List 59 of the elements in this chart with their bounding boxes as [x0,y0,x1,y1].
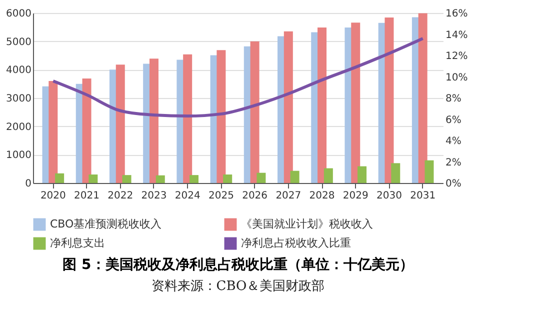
y-tick-label: 4000 [6,65,32,76]
bar [149,58,158,183]
legend-label: CBO基准预测税收收入 [50,218,162,231]
bar [216,50,226,183]
y-tick-label: 2000 [6,122,32,133]
bar [48,81,58,183]
bar [391,163,400,183]
y-tick-label: 3000 [6,94,32,104]
y-tick-label: 5000 [6,36,32,48]
x-tick-label: 2024 [174,190,200,202]
bar [183,54,192,183]
y2-tick-label: 16% [446,8,468,20]
y2-tick-label: 12% [446,51,468,62]
y2-tick-label: 14% [446,30,468,41]
bar [351,22,360,183]
text: 资料来源：CBO＆美国财政部 [151,278,325,294]
bar [55,173,64,183]
line-series [52,37,424,118]
bar [424,160,434,183]
x-tick-label: 2023 [141,190,167,202]
bar [318,27,327,183]
y2-tick-label: 6% [446,114,462,126]
y2-tick-label: 4% [446,136,462,147]
x-tick-label: 2022 [108,190,134,202]
bar [418,13,428,183]
bar [122,175,132,183]
x-tick-label: 2020 [40,190,66,202]
x-tick-label: 2030 [376,190,402,202]
y2-tick-label: 2% [446,157,462,168]
bar [189,175,198,183]
x-tick-label: 2025 [208,190,234,202]
bar [223,174,232,183]
bar [88,174,98,183]
x-tick-label: 2021 [74,190,100,202]
x-tick-label: 2029 [342,190,368,202]
y-tick-label: 1000 [6,150,32,162]
bar [250,41,260,183]
y2-tick-label: 0% [446,178,462,190]
x-tick-label: 2027 [276,190,302,202]
bar [82,78,92,183]
bar [116,64,125,183]
x-tick-label: 2028 [309,190,335,202]
x-tick-label: 2031 [410,190,436,202]
bar [358,166,367,183]
text: 图 5：美国税收及净利息占税收比重（单位：十亿美元） [62,256,414,273]
y-tick-label: 6000 [6,8,32,20]
y2-tick-label: 10% [446,72,468,84]
bar [284,31,293,183]
bar [290,170,300,183]
x-tick-label: 2026 [242,190,268,202]
y2-tick-label: 8% [446,94,462,104]
bar [324,168,333,183]
legend-label: 净利息占税收收入比重 [241,236,351,250]
y-tick-label: 0 [25,178,32,190]
legend-label: 《美国就业计划》税收收入 [241,218,373,231]
legend-label: 净利息支出 [50,236,105,250]
bar [384,18,394,183]
bar [156,175,165,183]
bar [256,172,266,183]
